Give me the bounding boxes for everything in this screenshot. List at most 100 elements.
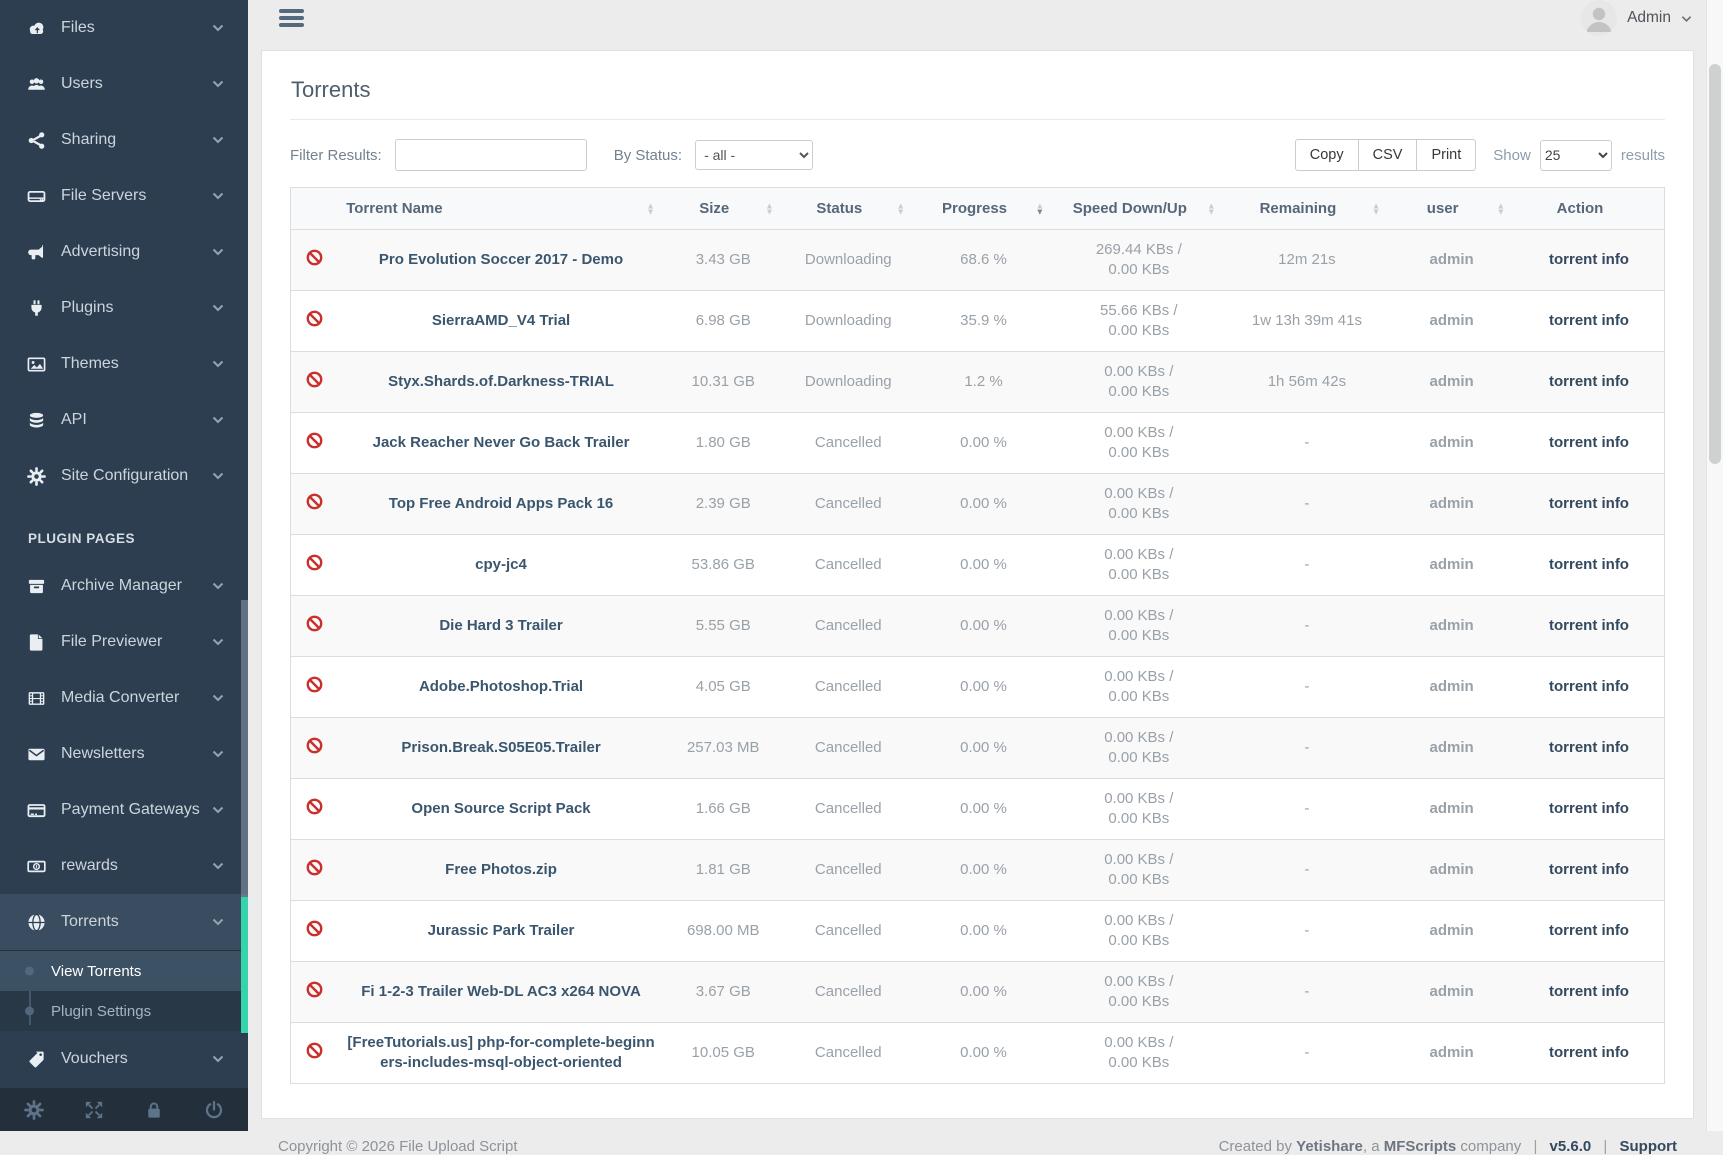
hamburger-icon[interactable] [277,5,306,32]
cancel-torrent-icon[interactable] [306,859,323,876]
torrent-name-link[interactable]: [FreeTutorials.us] php-for-complete-begi… [347,1034,655,1071]
column-header-progress[interactable]: Progress ▲ ▼ [914,188,1053,230]
sidebar-item-users[interactable]: Users [0,56,248,112]
torrent-name-link[interactable]: SierraAMD_V4 Trial [431,312,571,329]
torrent-info-link[interactable]: torrent info [1548,434,1629,451]
sidebar-item-api[interactable]: API [0,392,248,448]
company-link[interactable]: MFScripts [1383,1138,1457,1155]
size-cell: 1.66 GB [695,800,751,817]
torrent-name-link[interactable]: Fi 1-2-3 Trailer Web-DL AC3 x264 NOVA [361,983,641,1000]
torrent-info-link[interactable]: torrent info [1548,1044,1629,1061]
sidebar-item-newsletters[interactable]: Newsletters [0,726,248,782]
user-menu[interactable]: Admin [1581,0,1692,36]
cancel-torrent-icon[interactable] [306,798,323,815]
cancel-torrent-icon[interactable] [306,493,323,510]
power-icon[interactable] [204,1100,224,1120]
torrent-name-link[interactable]: Jack Reacher Never Go Back Trailer [372,434,630,451]
sidebar-item-file-servers[interactable]: File Servers [0,168,248,224]
sidebar-item-archive-manager[interactable]: Archive Manager [0,558,248,614]
sidebar-subitem-view-torrents[interactable]: View Torrents [0,951,248,991]
page-length-select[interactable]: 25 [1539,139,1612,171]
support-link[interactable]: Support [1619,1138,1678,1155]
filter-results-input[interactable] [394,139,587,171]
page-scrollbar-thumb[interactable] [1709,64,1721,464]
torrent-info-link[interactable]: torrent info [1548,678,1629,695]
column-header-remaining[interactable]: Remaining ▲ ▼ [1225,188,1390,230]
column-header-status[interactable]: Status ▲ ▼ [783,188,914,230]
remaining-cell: - [1304,434,1310,451]
sidebar-item-themes[interactable]: Themes [0,336,248,392]
vendor-link[interactable]: Yetishare [1296,1138,1363,1155]
torrent-info-link[interactable]: torrent info [1548,617,1629,634]
cancel-torrent-icon[interactable] [306,737,323,754]
torrent-name-link[interactable]: Open Source Script Pack [411,800,591,817]
print-button[interactable]: Print [1416,139,1477,171]
sidebar-scrollbar-thumb[interactable] [241,600,248,898]
torrent-name-link[interactable]: Top Free Android Apps Pack 16 [388,495,614,512]
torrent-name-link[interactable]: cpy-jc4 [475,556,527,573]
expand-icon[interactable] [84,1100,104,1120]
cancel-torrent-icon[interactable] [306,1042,323,1059]
cancel-torrent-icon[interactable] [306,249,323,266]
torrent-info-link[interactable]: torrent info [1548,861,1629,878]
sidebar-item-rewards[interactable]: rewards [0,838,248,894]
torrent-name-link[interactable]: Die Hard 3 Trailer [439,617,563,634]
torrent-name-link[interactable]: Prison.Break.S05E05.Trailer [401,739,601,756]
sidebar-item-label: Plugins [61,299,114,316]
table-row: Fi 1-2-3 Trailer Web-DL AC3 x264 NOVA 3.6… [290,961,1665,1023]
torrent-info-link[interactable]: torrent info [1548,495,1629,512]
sidebar-subitem-plugin-settings[interactable]: Plugin Settings [0,991,248,1031]
size-cell: 53.86 GB [691,556,755,573]
column-header-user[interactable]: user ▲ ▼ [1389,188,1514,230]
copy-button[interactable]: Copy [1294,139,1359,171]
torrent-info-link[interactable]: torrent info [1548,739,1629,756]
sidebar-item-vouchers[interactable]: Vouchers [0,1031,248,1087]
cancel-torrent-icon[interactable] [306,676,323,693]
cancel-torrent-icon[interactable] [306,432,323,449]
column-header-speed-down-up[interactable]: Speed Down/Up ▲ ▼ [1053,188,1224,230]
gear-icon[interactable] [24,1099,44,1120]
torrent-info-link[interactable]: torrent info [1548,312,1629,329]
chevron-down-icon [212,304,224,312]
column-header-torrent-name[interactable]: Torrent Name ▲ ▼ [338,188,664,230]
sidebar-item-advertising[interactable]: Advertising [0,224,248,280]
column-header-size[interactable]: Size ▲ ▼ [664,188,783,230]
sidebar-item-label: API [61,411,87,428]
torrent-info-link[interactable]: torrent info [1548,556,1629,573]
sidebar-item-payment-gateways[interactable]: Payment Gateways [0,782,248,838]
sidebar-item-label: Site Configuration [61,467,189,484]
cancel-torrent-icon[interactable] [306,310,323,327]
cancel-torrent-icon[interactable] [306,371,323,388]
torrent-name-link[interactable]: Jurassic Park Trailer [427,922,575,939]
cancel-torrent-icon[interactable] [306,554,323,571]
sidebar-item-torrents[interactable]: Torrents [0,894,248,950]
status-cell: Cancelled [814,739,882,756]
sidebar-item-site-configuration[interactable]: Site Configuration [0,448,248,504]
cancel-torrent-icon[interactable] [306,920,323,937]
cancel-torrent-icon[interactable] [306,981,323,998]
sidebar-item-media-converter[interactable]: Media Converter [0,670,248,726]
torrent-info-link[interactable]: torrent info [1548,251,1629,268]
cancel-torrent-icon[interactable] [306,615,323,632]
torrent-name-link[interactable]: Styx.Shards.of.Darkness-TRIAL [388,373,614,390]
progress-cell: 0.00 % [960,861,1007,878]
torrent-info-link[interactable]: torrent info [1548,373,1629,390]
sidebar-item-files[interactable]: Files [0,0,248,56]
torrent-info-link[interactable]: torrent info [1548,800,1629,817]
csv-button[interactable]: CSV [1357,139,1418,171]
avatar [1581,0,1618,36]
sidebar-item-sharing[interactable]: Sharing [0,112,248,168]
sidebar-item-plugins[interactable]: Plugins [0,280,248,336]
torrent-name-link[interactable]: Free Photos.zip [445,861,557,878]
torrent-name-link[interactable]: Pro Evolution Soccer 2017 - Demo [378,251,624,268]
torrent-name-cell: Free Photos.zip [338,840,664,901]
lock-icon[interactable] [144,1100,164,1120]
torrent-info-link[interactable]: torrent info [1548,983,1629,1000]
sidebar-item-file-previewer[interactable]: File Previewer [0,614,248,670]
table-row: Top Free Android Apps Pack 16 2.39 GB Canc… [290,473,1665,535]
chevron-down-icon [212,360,224,368]
status-filter-select[interactable]: - all - [695,140,814,170]
torrent-name-link[interactable]: Adobe.Photoshop.Trial [418,678,584,695]
torrent-info-link[interactable]: torrent info [1548,922,1629,939]
page-scrollbar[interactable] [1706,0,1723,1131]
